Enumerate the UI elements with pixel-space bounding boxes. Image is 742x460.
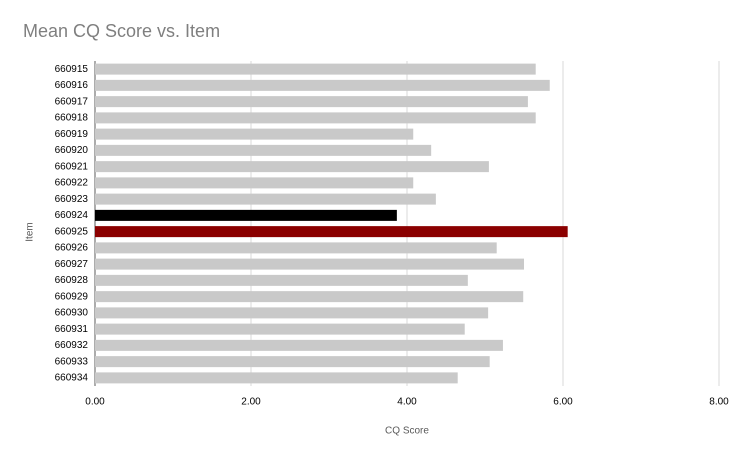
x-tick-label: 8.00	[709, 397, 729, 408]
y-tick-label: 660925	[55, 226, 89, 237]
bar	[95, 307, 489, 319]
bar	[95, 372, 458, 384]
y-tick-label: 660920	[55, 145, 89, 156]
bar	[95, 291, 524, 303]
x-tick-label: 6.00	[553, 397, 573, 408]
y-tick-label: 660926	[55, 243, 89, 254]
bar	[95, 356, 490, 368]
bar	[95, 63, 536, 75]
y-axis-title: Item	[25, 222, 36, 241]
y-tick-label: 660928	[55, 275, 89, 286]
y-tick-label: 660923	[55, 194, 89, 205]
bar	[95, 96, 528, 108]
y-tick-label: 660917	[55, 96, 89, 107]
y-tick-label: 660924	[55, 210, 89, 221]
y-tick-label: 660916	[55, 80, 89, 91]
y-tick-label: 660934	[55, 373, 89, 384]
y-tick-label: 660933	[55, 356, 89, 367]
bar	[95, 226, 568, 238]
y-tick-label: 660929	[55, 291, 89, 302]
bar	[95, 258, 524, 270]
y-tick-label: 660921	[55, 161, 89, 172]
y-tick-label: 660922	[55, 178, 89, 189]
y-tick-label: 660915	[55, 64, 89, 75]
y-tick-label: 660930	[55, 308, 89, 319]
x-axis-title: CQ Score	[385, 426, 429, 437]
bar	[95, 177, 414, 189]
x-tick-label: 0.00	[85, 397, 105, 408]
bar	[95, 242, 497, 254]
y-tick-label: 660927	[55, 259, 89, 270]
bar	[95, 193, 436, 205]
bar	[95, 161, 489, 173]
y-tick-label: 660918	[55, 113, 89, 124]
bar	[95, 79, 550, 91]
bar	[95, 144, 432, 156]
y-tick-label: 660932	[55, 340, 89, 351]
x-tick-label: 2.00	[241, 397, 261, 408]
chart-title: Mean CQ Score vs. Item	[23, 21, 220, 41]
bar	[95, 128, 414, 140]
y-tick-label: 660931	[55, 324, 89, 335]
bar	[95, 112, 536, 124]
y-tick-label: 660919	[55, 129, 89, 140]
bar	[95, 274, 468, 286]
bar	[95, 209, 397, 221]
bar	[95, 339, 503, 351]
bar	[95, 323, 465, 335]
x-tick-label: 4.00	[397, 397, 417, 408]
